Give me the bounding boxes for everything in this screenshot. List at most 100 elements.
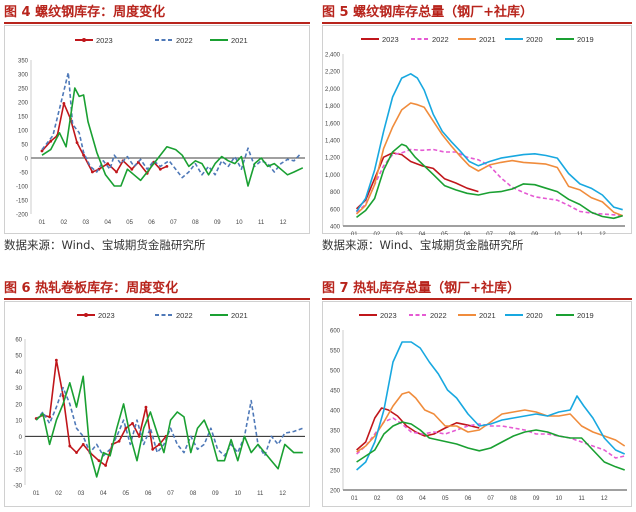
x-tick-label: 10	[236, 220, 243, 226]
series-line-2021	[35, 375, 303, 478]
series-point-2023	[165, 165, 169, 168]
series-point-2023	[61, 394, 65, 398]
x-tick-label: 01	[33, 491, 40, 497]
x-tick-label: 07	[487, 496, 494, 502]
figure-4-title: 图 4 螺纹钢库存：周度变化	[4, 2, 310, 24]
legend-label-2023: 2023	[96, 36, 113, 45]
y-tick-label: 550	[330, 349, 341, 355]
x-tick-label: 04	[104, 220, 111, 226]
y-tick-label: 1,200	[325, 156, 341, 162]
y-tick-label: 800	[330, 190, 341, 196]
y-tick-label: -30	[13, 484, 22, 490]
x-tick-label: 06	[145, 491, 152, 497]
legend-label-2021: 2021	[231, 311, 248, 320]
legend-label-2020: 2020	[526, 35, 543, 44]
x-tick-label: 05	[441, 232, 448, 235]
y-tick-label: 2,400	[325, 53, 341, 59]
x-tick-label: 11	[258, 220, 265, 226]
y-tick-label: 450	[330, 389, 341, 395]
x-tick-label: 06	[465, 496, 472, 502]
figure-5-title: 图 5 螺纹钢库存总量（钢厂+社库）	[322, 2, 632, 24]
y-tick-label: 150	[18, 115, 29, 121]
chart-5-svg: 2,400 2,200 2,000 1,800 1,600 1,400 1,200 1,000…	[325, 35, 625, 238]
series-point-2023	[97, 459, 101, 463]
figure-7-chart: 600 550 500 450 400 350 300 250 200 01 02 03 04 05 06 0…	[322, 301, 632, 507]
figure-6-chart: 60 50 40 30 20 10 0 -10 -20 -30 01 02 03 04 05 06 07 08 09…	[4, 301, 310, 507]
series-line-2023	[355, 152, 479, 210]
x-tick-label: 01	[351, 232, 358, 235]
series-point-2023	[48, 415, 52, 419]
series-point-2023	[68, 444, 72, 448]
series-point-2023	[75, 451, 78, 454]
series-line-2022	[41, 71, 302, 179]
x-tick-label: 02	[374, 496, 381, 502]
y-tick-label: 600	[330, 329, 341, 335]
legend-label-2022: 2022	[176, 36, 193, 45]
series-point-2023	[90, 170, 94, 174]
figure-4-source: 数据来源：Wind、宝城期货金融研究所	[4, 238, 206, 252]
x-tick-label: 02	[373, 232, 380, 235]
x-tick-label: 11	[257, 491, 264, 497]
legend-label-2020: 2020	[526, 311, 543, 320]
x-tick-label: 09	[531, 232, 538, 235]
series-point-2023	[130, 167, 134, 171]
x-tick-label: 10	[555, 496, 562, 502]
legend-label-2023: 2023	[382, 35, 399, 44]
y-tick-label: 1,000	[325, 173, 341, 179]
legend-label-2022: 2022	[176, 311, 193, 320]
y-tick-label: 350	[18, 59, 29, 65]
series-line-2021	[355, 102, 623, 217]
legend-label-2022: 2022	[430, 311, 447, 320]
y-tick-label: 30	[15, 386, 22, 392]
legend-label-2019: 2019	[577, 35, 594, 44]
x-tick-label: 09	[214, 220, 221, 226]
legend-marker-2023	[84, 313, 88, 317]
chart-7-svg: 600 550 500 450 400 350 300 250 200 01 02 03 04 05 06 0…	[330, 311, 627, 502]
y-tick-label: 10	[15, 419, 22, 425]
x-tick-label: 01	[39, 220, 46, 226]
x-tick-label: 04	[100, 491, 107, 497]
series-point-2023	[62, 102, 66, 105]
y-tick-label: -10	[13, 451, 22, 457]
y-tick-label: 300	[18, 73, 29, 79]
y-tick-label: 40	[15, 370, 22, 376]
x-tick-label: 09	[533, 496, 540, 502]
x-tick-label: 08	[192, 220, 199, 226]
y-tick-label: 50	[15, 354, 22, 360]
x-tick-label: 07	[170, 220, 177, 226]
legend-label-2021: 2021	[479, 35, 496, 44]
series-point-2023	[81, 443, 85, 446]
y-tick-label: 0	[19, 435, 23, 441]
series-point-2023	[104, 464, 108, 467]
series-line-2020	[356, 341, 626, 471]
x-tick-label: 11	[577, 232, 584, 235]
y-tick-label: -20	[13, 467, 22, 473]
series-point-2023	[40, 149, 44, 153]
figure-6-title: 图 6 热轧卷板库存：周度变化	[4, 278, 310, 300]
legend-label-2021: 2021	[479, 311, 496, 320]
y-tick-label: 100	[18, 129, 29, 135]
series-point-2023	[75, 141, 79, 144]
series-line-2019	[356, 421, 625, 471]
x-tick-label: 08	[509, 232, 516, 235]
series-point-2023	[131, 421, 134, 425]
y-tick-label: 250	[18, 87, 29, 93]
series-line-2019	[356, 143, 623, 220]
x-tick-label: 07	[167, 491, 174, 497]
series-point-2023	[106, 162, 110, 166]
x-tick-label: 02	[61, 220, 68, 226]
x-tick-label: 11	[578, 496, 585, 502]
y-tick-label: 1,600	[325, 121, 341, 127]
x-tick-label: 03	[396, 496, 403, 502]
legend-label-2021: 2021	[231, 36, 248, 45]
chart-6-svg: 60 50 40 30 20 10 0 -10 -20 -30 01 02 03 04 05 06 07 08 09…	[13, 311, 305, 497]
x-tick-label: 08	[190, 491, 197, 497]
y-tick-label: 20	[15, 402, 22, 408]
y-tick-label: 1,400	[325, 139, 341, 145]
x-tick-label: 08	[510, 496, 517, 502]
x-tick-label: 12	[280, 220, 287, 226]
series-point-2023	[54, 358, 58, 362]
x-tick-label: 10	[554, 232, 561, 235]
y-tick-label: 350	[330, 429, 341, 435]
x-tick-label: 03	[78, 491, 85, 497]
